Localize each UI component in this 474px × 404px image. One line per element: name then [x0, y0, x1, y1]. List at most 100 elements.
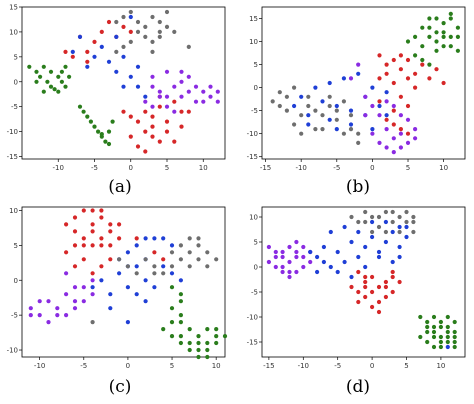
data-point-red: [405, 76, 411, 81]
y-tick-label: 10: [9, 28, 18, 36]
data-point-purple: [398, 145, 403, 150]
data-point-purple: [143, 99, 148, 104]
data-point-red: [441, 80, 446, 86]
data-point-red: [397, 279, 402, 285]
data-point-green: [205, 327, 210, 332]
data-point-purple: [186, 89, 191, 94]
data-point-purple: [370, 131, 375, 136]
x-tick-label: -10: [295, 164, 306, 172]
data-point-green: [445, 339, 450, 345]
data-point-green: [441, 34, 446, 40]
data-point-gray: [411, 214, 416, 220]
data-point-blue: [363, 244, 368, 250]
data-point-green: [431, 324, 437, 330]
data-point-green: [413, 34, 418, 40]
x-tick-label: -15: [263, 362, 274, 370]
data-point-blue: [320, 99, 325, 104]
data-point-green: [434, 39, 439, 44]
data-point-purple: [150, 104, 155, 109]
data-point-gray: [356, 219, 361, 225]
data-point-red: [377, 76, 382, 81]
data-point-purple: [294, 249, 299, 255]
data-point-gray: [356, 131, 361, 136]
data-point-purple: [384, 145, 389, 150]
series-purple: [266, 239, 313, 280]
data-point-blue: [299, 94, 304, 99]
data-point-blue: [108, 292, 113, 297]
data-point-gray: [135, 19, 141, 25]
data-point-red: [108, 229, 113, 234]
data-point-green: [431, 334, 437, 340]
data-point-gray: [157, 19, 162, 25]
data-point-blue: [135, 64, 141, 69]
data-point-green: [431, 329, 437, 335]
x-tick-label: 0: [370, 164, 374, 172]
data-point-red: [99, 208, 104, 213]
data-point-green: [438, 324, 443, 330]
data-point-blue: [121, 54, 126, 59]
data-point-red: [164, 119, 170, 124]
data-point-gray: [187, 250, 192, 255]
data-point-gray: [348, 127, 354, 132]
data-point-green: [431, 314, 437, 320]
x-tick-label: -10: [298, 362, 309, 370]
data-point-green: [214, 334, 219, 339]
data-point-blue: [342, 259, 347, 265]
data-point-gray: [390, 219, 395, 225]
data-point-purple: [172, 109, 177, 114]
series-green: [418, 314, 457, 350]
data-point-green: [448, 11, 453, 16]
data-point-green: [434, 48, 439, 53]
data-point-blue: [383, 219, 388, 225]
y-tick-label: 5: [254, 61, 258, 69]
data-point-green: [405, 39, 411, 44]
data-point-green: [34, 69, 39, 74]
data-point-blue: [70, 49, 75, 55]
data-point-red: [376, 284, 382, 290]
data-point-red: [117, 222, 122, 227]
y-tick-label: 15: [9, 4, 18, 12]
data-point-gray: [404, 209, 409, 215]
data-point-gray: [306, 103, 311, 109]
data-point-purple: [294, 239, 299, 245]
data-point-red: [99, 264, 104, 269]
series-red: [349, 269, 402, 315]
data-point-green: [178, 340, 183, 346]
y-tick-label: -5: [251, 107, 258, 115]
data-point-red: [106, 19, 112, 25]
data-point-gray: [135, 29, 141, 34]
data-point-green: [63, 64, 68, 69]
series-gray: [349, 209, 416, 235]
data-point-green: [425, 324, 430, 330]
data-point-red: [63, 49, 68, 55]
data-point-green: [178, 313, 183, 318]
data-point-blue: [152, 236, 157, 241]
data-point-blue: [341, 76, 346, 81]
data-point-gray: [150, 49, 155, 55]
data-point-red: [405, 103, 411, 109]
y-tick-label: 0: [14, 78, 18, 86]
data-point-gray: [299, 131, 304, 136]
data-point-purple: [150, 74, 155, 79]
data-point-red: [398, 53, 403, 58]
data-point-green: [196, 354, 201, 360]
data-point-red: [108, 222, 113, 227]
data-point-gray: [341, 99, 346, 104]
data-point-green: [427, 34, 432, 40]
y-tick-label: -10: [247, 130, 258, 138]
data-point-green: [420, 44, 425, 49]
data-point-red: [391, 122, 396, 127]
data-point-red: [72, 264, 78, 269]
data-point-red: [150, 124, 155, 129]
data-point-purple: [280, 269, 285, 275]
data-point-red: [391, 57, 396, 63]
data-point-gray: [157, 29, 162, 34]
data-point-green: [441, 44, 446, 49]
data-point-purple: [164, 94, 170, 99]
data-point-red: [72, 215, 78, 220]
y-tick-label: -5: [251, 289, 258, 297]
data-point-purple: [81, 299, 86, 304]
data-point-blue: [169, 243, 175, 248]
data-point-green: [106, 129, 112, 134]
x-tick-label: 10: [199, 164, 208, 172]
